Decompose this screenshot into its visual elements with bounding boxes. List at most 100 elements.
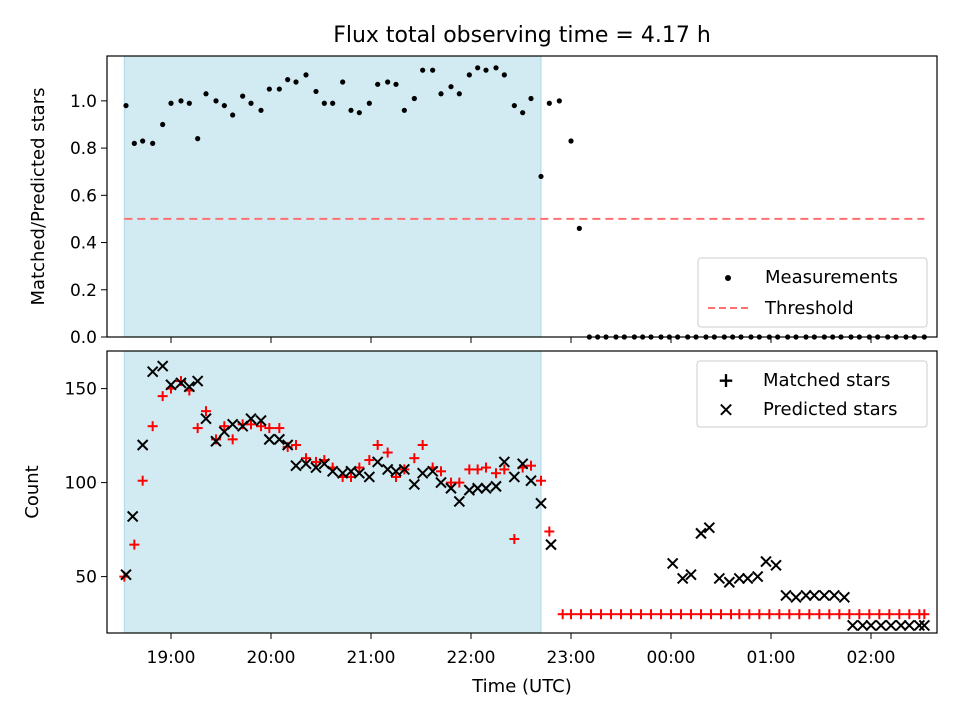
matched-star-point <box>291 440 301 450</box>
predicted-star-point <box>363 471 376 483</box>
legend-predicted-label: Predicted stars <box>763 399 897 420</box>
x-tick-label: 02:00 <box>847 648 896 668</box>
x-axis-label: Time (UTC) <box>471 676 572 697</box>
count-y-axis: 50 100 150 <box>65 380 107 588</box>
observing-window-shade <box>123 350 542 634</box>
matched-star-point <box>246 419 256 430</box>
matched-star-point <box>544 526 555 537</box>
matched-star-point <box>854 609 865 620</box>
matched-star-point <box>606 609 616 620</box>
x-tick-label: 00:00 <box>647 648 696 668</box>
predicted-star-point <box>918 619 931 632</box>
matched-star-point <box>716 609 726 620</box>
predicted-star-point <box>770 559 782 572</box>
measurement-point <box>375 81 381 87</box>
matched-star-point <box>646 609 656 620</box>
measurement-point <box>303 72 309 78</box>
legend-predicted-marker: ✕ <box>718 398 735 422</box>
matched-star-point <box>764 609 775 620</box>
predicted-star-point <box>846 619 859 632</box>
measurement-point <box>546 100 552 106</box>
measurement-point <box>186 100 192 106</box>
measurement-point <box>401 107 407 113</box>
matched-star-point <box>536 475 546 486</box>
ratio-panel: 0.0 0.2 0.4 0.6 0.8 1.0 Matched/Predicted sta… <box>28 55 938 348</box>
measurement-point <box>248 100 254 106</box>
matched-star-point <box>192 423 203 434</box>
matched-star-point <box>129 539 140 550</box>
count-panel-frame <box>106 350 938 634</box>
x-tick-label: 19:00 <box>147 648 196 668</box>
y-tick-label: 0.6 <box>70 186 97 206</box>
predicted-star-point <box>381 463 394 476</box>
chart-title: Flux total observing time = 4.17 h <box>333 23 711 48</box>
time-x-axis: 19:00 20:00 21:00 22:00 23:00 00:00 01:00 02:00 <box>147 633 896 668</box>
predicted-star-point <box>453 495 466 508</box>
matched-star-point <box>311 456 321 467</box>
matched-star-point <box>754 609 765 620</box>
matched-star-point <box>454 477 465 488</box>
matched-star-point <box>794 609 805 620</box>
matched-star-point <box>734 609 745 620</box>
measurement-point <box>356 110 362 116</box>
y-tick-label: 0.4 <box>70 234 97 254</box>
measurement-point <box>466 72 472 78</box>
measurement-point <box>213 98 219 104</box>
matched-star-point <box>804 609 815 620</box>
predicted-star-point <box>120 569 132 581</box>
predicted-star-point <box>353 467 366 479</box>
predicted-star-point <box>136 439 149 451</box>
x-tick-label: 20:00 <box>247 648 296 668</box>
measurement-point <box>340 79 346 85</box>
predicted-star-point <box>516 458 529 470</box>
matched-star-point <box>626 609 636 620</box>
matched-star-point <box>844 609 855 620</box>
matched-star-point <box>491 468 501 479</box>
matched-star-point <box>676 609 686 620</box>
predicted-star-point <box>838 591 851 603</box>
predicted-star-point <box>508 471 521 483</box>
measurement-point <box>456 91 462 97</box>
predicted-star-point <box>336 467 349 479</box>
predicted-star-point <box>535 497 547 509</box>
legend-measurements-label: Measurements <box>765 267 898 288</box>
predicted-star-point <box>471 482 484 494</box>
predicted-star-point <box>480 482 492 494</box>
y-tick-label: 150 <box>65 380 97 400</box>
measurement-point <box>321 100 327 106</box>
predicted-star-point <box>895 619 907 632</box>
matched-star-point <box>686 609 696 620</box>
ratio-legend: Measurements Threshold <box>697 257 928 328</box>
measurement-point <box>195 136 201 142</box>
matched-star-point <box>616 609 626 620</box>
predicted-star-point <box>255 414 267 427</box>
predicted-star-point <box>463 484 476 496</box>
matched-star-point <box>364 455 375 466</box>
count-y-axis-label: Count <box>22 465 43 518</box>
predicted-star-point <box>281 439 294 451</box>
matched-star-point <box>636 609 646 620</box>
predicted-star-point <box>416 467 429 479</box>
matched-star-point <box>157 391 168 402</box>
predicted-star-point <box>191 375 204 387</box>
ratio-y-axis: 0.0 0.2 0.4 0.6 0.8 1.0 <box>70 92 107 348</box>
predicted-star-point <box>808 589 821 602</box>
measurement-point <box>528 95 534 102</box>
matched-star-point <box>147 421 158 432</box>
predicted-star-point <box>445 482 457 494</box>
predicted-star-point <box>175 377 187 389</box>
measurement-point <box>240 93 246 99</box>
y-tick-label: 50 <box>75 568 97 588</box>
matched-star-point <box>282 441 293 452</box>
predicted-star-point <box>156 360 169 372</box>
observing-window-shade <box>123 55 542 338</box>
predicted-star-point <box>865 619 877 632</box>
matched-star-point <box>256 421 266 432</box>
measurement-point <box>576 225 582 231</box>
predicted-star-point <box>733 572 746 585</box>
predicted-star-point <box>760 555 772 568</box>
predicted-star-point <box>245 412 257 425</box>
y-tick-label: 1.0 <box>70 92 97 112</box>
measurement-point <box>493 65 499 71</box>
predicted-star-point <box>713 572 726 585</box>
